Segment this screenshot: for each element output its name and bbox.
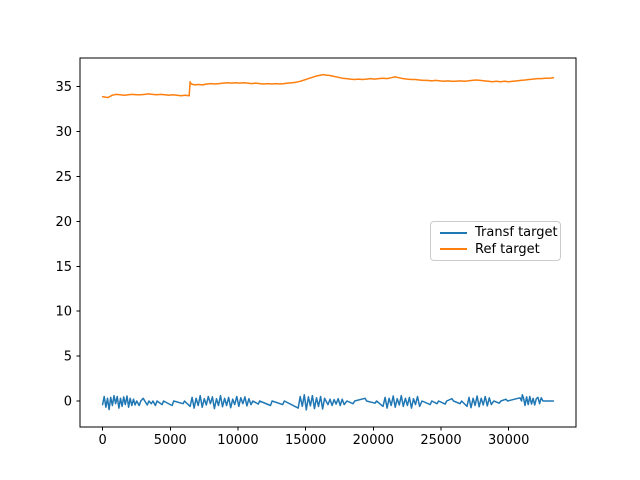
y-tick-label: 5 (64, 350, 72, 365)
x-tick-label: 20000 (353, 433, 394, 448)
y-tick-label: 15 (55, 260, 72, 275)
y-tick-label: 20 (55, 215, 72, 230)
legend-label-ref-target: Ref target (475, 241, 540, 257)
y-tick-label: 25 (55, 170, 72, 185)
y-tick-label: 30 (55, 125, 72, 140)
x-tick-label: 10000 (217, 433, 258, 448)
x-tick-label: 0 (98, 433, 106, 448)
y-tick-label: 10 (55, 305, 72, 320)
x-tick-label: 15000 (285, 433, 326, 448)
legend-entry-transf-target: Transf target (431, 226, 560, 239)
legend-line-sample-ref-target (440, 248, 467, 251)
legend-label-transf-target: Transf target (475, 225, 558, 241)
y-tick-label: 35 (55, 80, 72, 95)
x-tick-label: 5000 (154, 433, 187, 448)
legend: Transf target Ref target (430, 221, 561, 261)
x-tick-label: 30000 (488, 433, 529, 448)
legend-line-sample-transf-target (440, 231, 467, 234)
series-line-ref-target (101, 73, 555, 99)
legend-entry-ref-target: Ref target (431, 243, 560, 256)
y-tick-label: 0 (64, 394, 72, 409)
plot-border (79, 57, 577, 428)
x-tick-label: 25000 (420, 433, 461, 448)
series-line-transf-target (101, 393, 555, 411)
